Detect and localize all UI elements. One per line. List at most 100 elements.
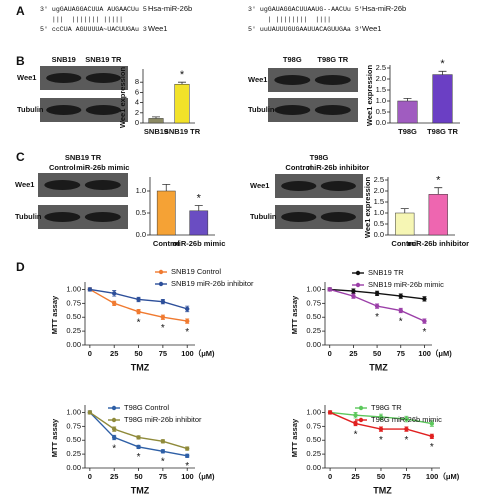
bar bbox=[148, 118, 164, 124]
y-tick-label: 0.25 bbox=[66, 449, 81, 458]
blot-band bbox=[84, 180, 121, 190]
legend-label: T98G Control bbox=[124, 403, 169, 412]
x-tick-label: 0 bbox=[328, 349, 332, 358]
y-tick-label: 0.75 bbox=[66, 298, 81, 307]
x-tick-label: 0 bbox=[328, 472, 332, 481]
y-tick-label: 1.5 bbox=[376, 85, 386, 94]
legend-label: SNB19 miR-26b inhibitor bbox=[171, 279, 254, 288]
data-point bbox=[112, 435, 117, 440]
blot-band bbox=[320, 181, 356, 191]
y-tick-label: 0.0 bbox=[376, 118, 386, 127]
error-bar bbox=[178, 81, 186, 85]
y-tick-label: 1.00 bbox=[66, 407, 81, 416]
bar bbox=[432, 74, 453, 124]
row-label: Wee1 bbox=[15, 180, 34, 189]
bar bbox=[174, 83, 190, 124]
data-point bbox=[404, 426, 409, 432]
significance-mark: * bbox=[161, 457, 165, 468]
data-point bbox=[353, 421, 358, 426]
data-point bbox=[136, 444, 141, 450]
y-tick-label: 0.00 bbox=[66, 463, 81, 472]
x-tick-label: Control bbox=[391, 239, 418, 248]
x-tick-label: 50 bbox=[134, 472, 142, 481]
y-tick-label: 1.0 bbox=[376, 96, 386, 105]
lane-label: Control bbox=[285, 163, 312, 172]
data-point bbox=[422, 296, 427, 302]
legend-label: T98G TR bbox=[371, 403, 402, 412]
row-label: Wee1 bbox=[250, 181, 269, 190]
data-point bbox=[378, 414, 384, 420]
blot-band bbox=[85, 105, 121, 115]
y-tick-label: 2.0 bbox=[374, 186, 384, 195]
data-point bbox=[112, 426, 117, 432]
legend-label: T98G miR-26b mimic bbox=[371, 415, 442, 424]
blot-band bbox=[44, 212, 81, 222]
data-point bbox=[374, 291, 380, 296]
significance-mark: * bbox=[436, 175, 441, 187]
panel-label: C bbox=[16, 150, 25, 164]
x-tick-label: T98G TR bbox=[427, 127, 458, 136]
y-tick-label: 0.0 bbox=[374, 230, 384, 239]
row-label: Wee1 bbox=[17, 73, 36, 82]
data-point bbox=[353, 413, 358, 418]
x-tick-label: 25 bbox=[351, 472, 359, 481]
legend-marker bbox=[111, 417, 117, 423]
x-tick-label: SNB19 TR bbox=[164, 127, 201, 136]
x-tick-label: 50 bbox=[373, 349, 381, 358]
x-tick-label: 75 bbox=[159, 472, 167, 481]
y-tick-label: 0.50 bbox=[306, 312, 321, 321]
y-tick-label: 2.5 bbox=[376, 63, 386, 72]
y-tick-label: 8 bbox=[135, 77, 139, 86]
y-tick-label: 0.50 bbox=[66, 435, 81, 444]
legend-marker bbox=[158, 269, 164, 275]
row-label: Wee1 bbox=[248, 75, 267, 84]
blot-band bbox=[85, 73, 121, 83]
y-tick-label: 0.75 bbox=[306, 421, 321, 430]
blot-band bbox=[46, 105, 82, 115]
y-tick-label: 6 bbox=[135, 87, 139, 96]
row-label: Tubulin bbox=[17, 105, 44, 114]
lane-label: SNB19 TR bbox=[85, 55, 122, 64]
bar bbox=[156, 190, 176, 236]
y-axis-label: Wee1 expression bbox=[363, 177, 372, 239]
significance-mark: * bbox=[422, 327, 426, 338]
significance-mark: * bbox=[399, 316, 403, 327]
data-point bbox=[351, 288, 356, 294]
data-point bbox=[398, 308, 403, 313]
error-bar bbox=[162, 184, 171, 191]
data-point bbox=[160, 449, 166, 454]
data-point bbox=[398, 293, 403, 299]
y-tick-label: 1.00 bbox=[306, 284, 321, 293]
legend-label: T98G miR-26b inhibitor bbox=[124, 415, 202, 424]
significance-mark: * bbox=[197, 192, 202, 204]
x-tick-label: 0 bbox=[88, 349, 92, 358]
sequence-line: | |||||||| |||| bbox=[248, 16, 331, 23]
y-tick-label: 0.00 bbox=[306, 463, 321, 472]
data-point bbox=[87, 410, 93, 415]
significance-mark: * bbox=[137, 318, 141, 329]
sequence-name: Wee1 bbox=[362, 24, 381, 33]
data-point bbox=[429, 434, 435, 439]
y-tick-label: 0.0 bbox=[136, 230, 146, 239]
y-tick-label: 0.00 bbox=[66, 340, 81, 349]
significance-mark: * bbox=[379, 435, 383, 446]
lane-label: T98G TR bbox=[317, 55, 348, 64]
y-tick-label: 0.50 bbox=[66, 312, 81, 321]
blot-band bbox=[281, 212, 317, 222]
blot-band bbox=[44, 180, 81, 190]
y-axis-label: Wee1 expression bbox=[118, 67, 127, 129]
data-point bbox=[185, 446, 190, 451]
x-axis-label: TMZ bbox=[373, 485, 392, 495]
y-tick-label: 0.5 bbox=[376, 107, 386, 116]
data-point bbox=[404, 416, 409, 422]
legend-marker bbox=[111, 405, 117, 411]
y-tick-label: 0.50 bbox=[306, 435, 321, 444]
y-axis-label: Wee1 expression bbox=[365, 65, 374, 127]
x-tick-label: 100（μM) bbox=[426, 471, 460, 481]
blot-band bbox=[84, 212, 121, 222]
significance-mark: * bbox=[112, 443, 116, 454]
x-axis-label: TMZ bbox=[131, 362, 150, 372]
blot-title: T98G bbox=[310, 153, 329, 162]
legend-marker bbox=[358, 405, 364, 411]
